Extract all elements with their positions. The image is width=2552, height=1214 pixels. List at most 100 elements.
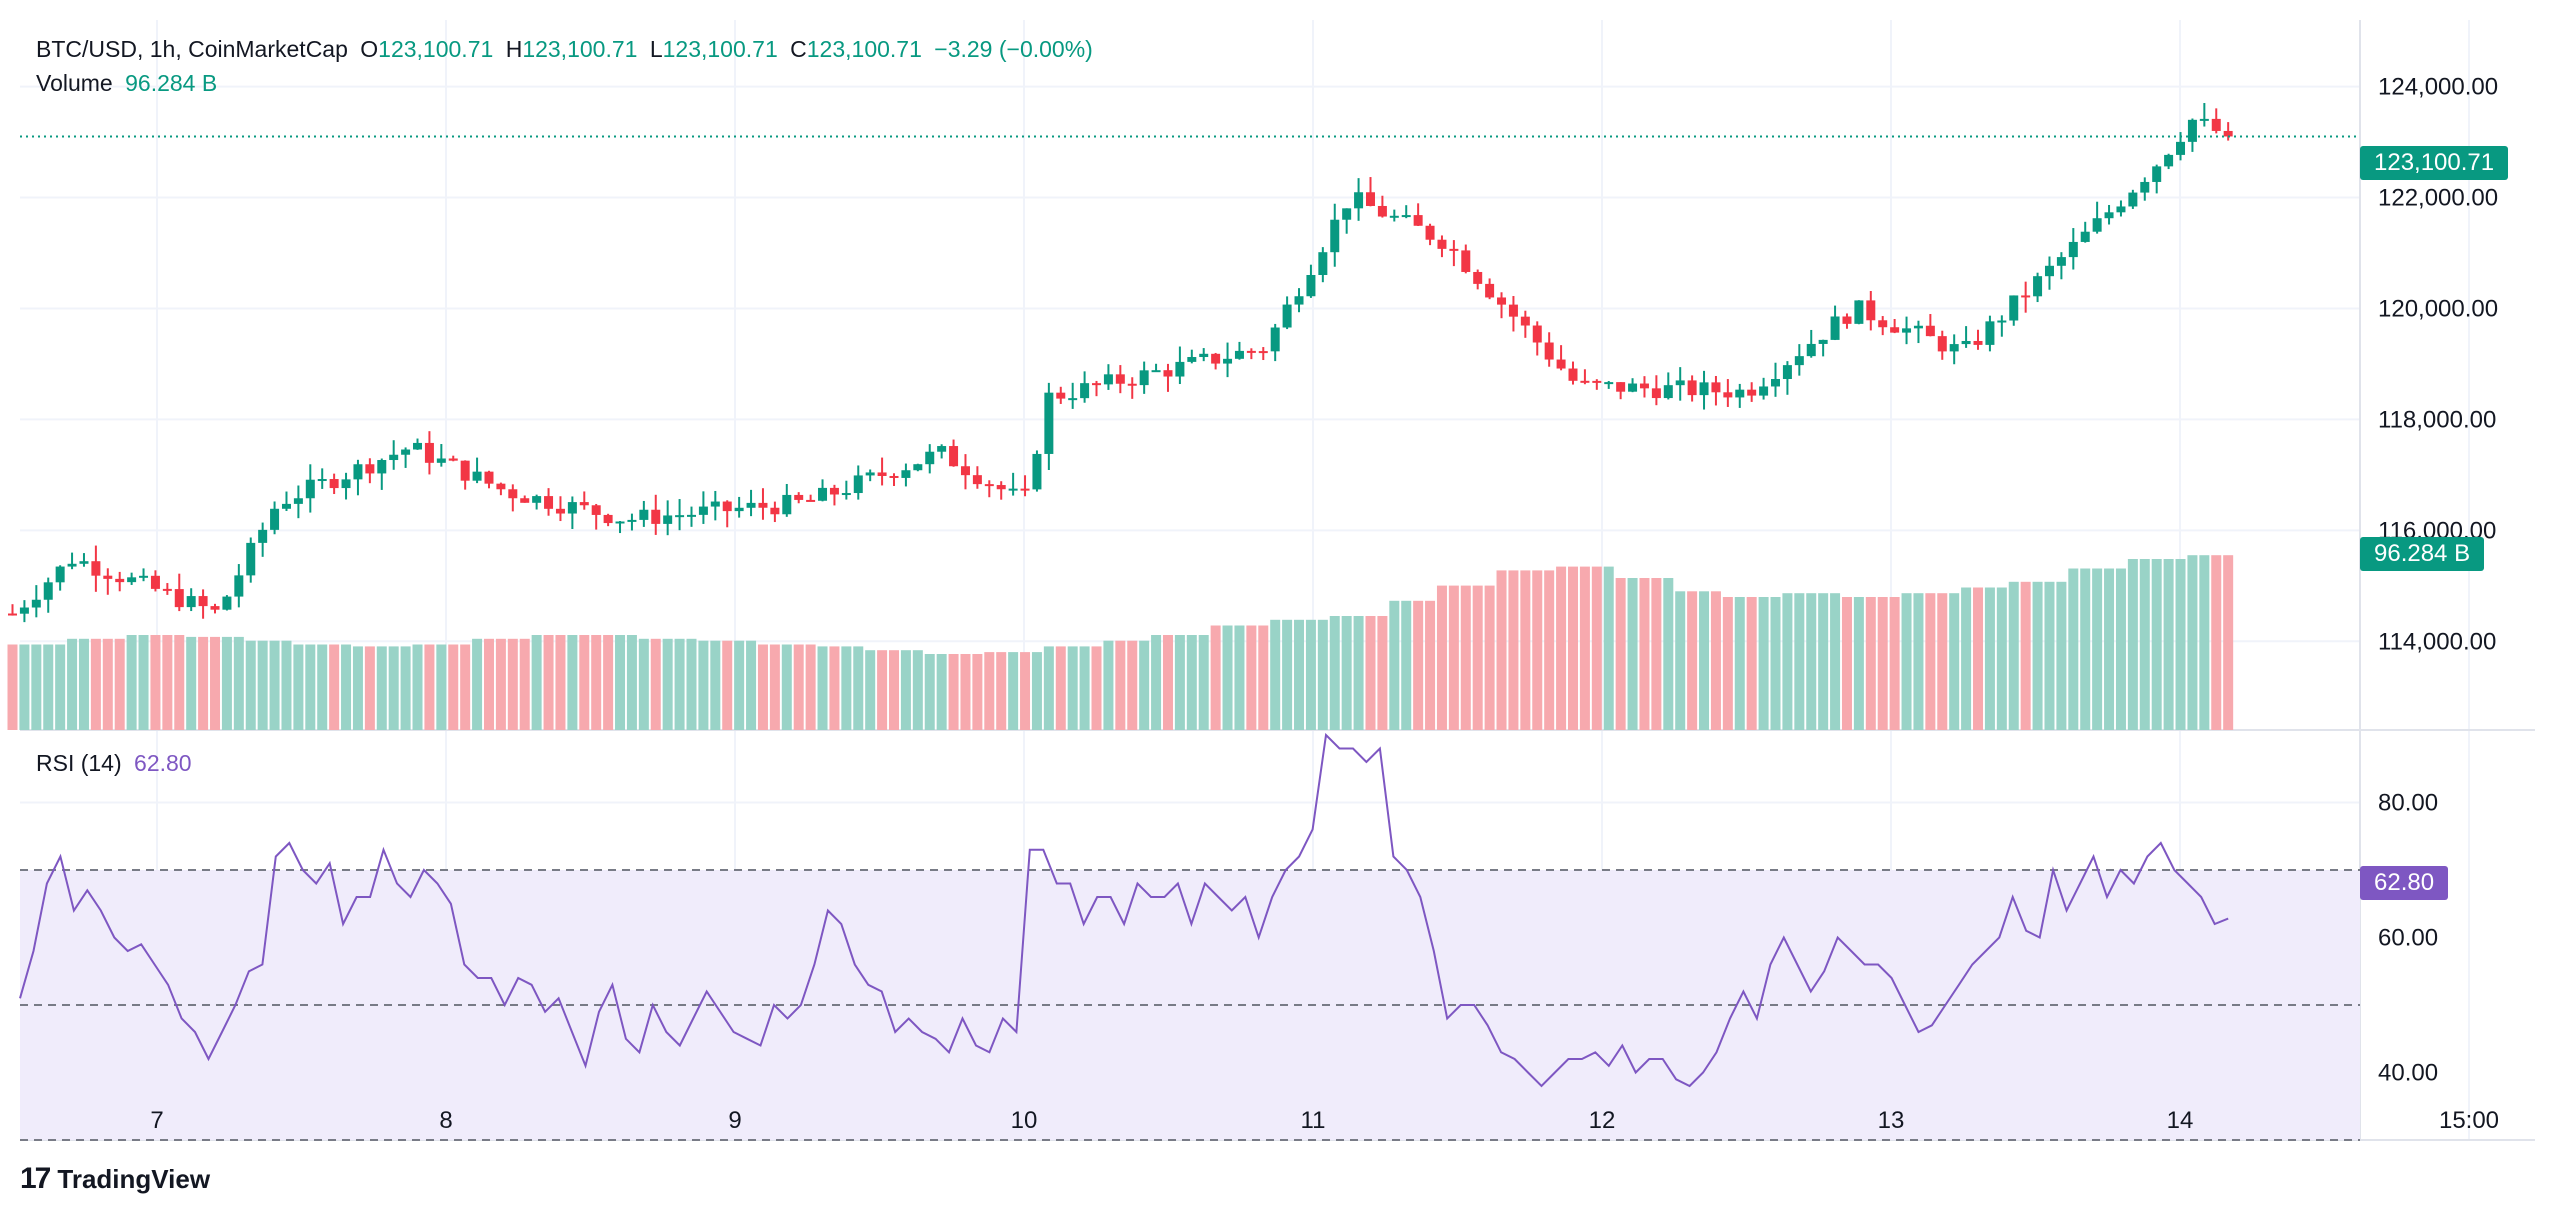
volume-bar <box>1020 652 1031 730</box>
candle-body <box>615 521 625 524</box>
candle-body <box>1163 370 1173 377</box>
rsi-label[interactable]: RSI (14) <box>36 750 122 776</box>
candle-body <box>401 449 411 455</box>
volume-bar <box>114 638 125 730</box>
volume-bar <box>2044 581 2055 730</box>
volume-bar <box>138 635 149 730</box>
candle-body <box>1258 351 1268 354</box>
volume-bar <box>78 638 89 730</box>
candle-body <box>1199 353 1209 358</box>
volume-bar <box>460 644 471 730</box>
volume-bar <box>1603 566 1614 730</box>
volume-bar <box>1984 587 1995 730</box>
volume-bar <box>567 635 578 730</box>
volume-bar <box>650 638 661 730</box>
candle-body <box>1008 488 1018 491</box>
volume-bar <box>531 635 542 730</box>
volume-bar <box>305 644 316 730</box>
volume-bar <box>889 650 900 730</box>
candle-body <box>1044 392 1054 454</box>
volume-bar <box>2211 555 2222 730</box>
candle-body <box>2092 218 2102 232</box>
candle-body <box>103 575 113 579</box>
volume-bar <box>90 638 101 730</box>
candle-body <box>698 506 708 515</box>
volume-bar <box>150 635 161 730</box>
volume-bar <box>1508 570 1519 730</box>
volume-bar <box>1877 597 1888 730</box>
volume-bar <box>1806 593 1817 730</box>
candle-body <box>1842 316 1852 324</box>
volume-bar <box>615 635 626 730</box>
candle-body <box>1890 327 1900 333</box>
candle-body <box>1580 380 1590 383</box>
volume-label[interactable]: Volume <box>36 70 113 96</box>
volume-bar <box>412 644 423 730</box>
candle-body <box>258 529 268 543</box>
volume-bar <box>1031 652 1042 730</box>
volume-bar <box>1246 625 1257 730</box>
candlestick-series <box>8 103 2360 623</box>
volume-bar <box>936 654 947 730</box>
candle-body <box>734 507 744 512</box>
candle-body <box>591 505 601 515</box>
candle-body <box>1377 205 1387 217</box>
volume-bar <box>710 640 721 730</box>
volume-bar <box>1520 570 1531 730</box>
volume-bar <box>1294 619 1305 730</box>
volume-bar <box>1079 646 1090 730</box>
candle-body <box>67 563 77 567</box>
candle-body <box>2104 212 2114 219</box>
candle-body <box>1997 320 2007 323</box>
candle-body <box>818 487 828 501</box>
volume-bar <box>853 646 864 730</box>
volume-bar <box>841 646 852 730</box>
low-value: 123,100.71 <box>662 36 778 62</box>
candle-body <box>877 472 887 476</box>
volume-bar <box>591 635 602 730</box>
volume-bar <box>19 644 30 730</box>
candle-body <box>996 485 1006 490</box>
volume-bar <box>317 644 328 730</box>
volume-bar <box>1008 652 1019 730</box>
candle-body <box>710 501 720 507</box>
volume-bar <box>376 646 387 730</box>
axes: 114,000.00116,000.00118,000.00120,000.00… <box>150 74 2499 1134</box>
volume-bar <box>1973 587 1984 730</box>
candle-body <box>960 466 970 476</box>
symbol-label[interactable]: BTC/USD, 1h, CoinMarketCap <box>36 36 348 62</box>
candle-body <box>1925 325 1935 337</box>
volume-bar <box>388 646 399 730</box>
candle-body <box>1294 296 1304 305</box>
candle-body <box>806 499 816 502</box>
candle-body <box>1187 357 1197 362</box>
volume-bar <box>1341 616 1352 730</box>
volume-bar <box>1472 585 1483 730</box>
candle-body <box>722 501 732 512</box>
volume-bar <box>1222 625 1233 730</box>
candle-body <box>1699 382 1709 396</box>
tradingview-name: TradingView <box>57 1163 211 1194</box>
candle-body <box>389 454 399 461</box>
candle-body <box>1508 304 1518 317</box>
time-tick-label: 15:00 <box>2439 1107 2499 1134</box>
volume-bar <box>400 646 411 730</box>
candle-body <box>1878 320 1888 328</box>
volume-bar <box>210 636 221 730</box>
volume-bar <box>1794 593 1805 730</box>
volume-bar <box>757 644 768 730</box>
open-label: O <box>360 36 379 62</box>
tradingview-watermark[interactable]: 17 TradingView <box>20 1162 210 1196</box>
candle-body <box>1092 383 1102 386</box>
volume-bar <box>1579 566 1590 730</box>
time-tick-label: 11 <box>1301 1107 1326 1134</box>
candle-body <box>460 460 470 481</box>
volume-bar <box>769 644 780 730</box>
candle-body <box>1651 388 1661 399</box>
volume-bar <box>1865 597 1876 730</box>
candle-body <box>1306 275 1316 297</box>
volume-bar <box>1913 593 1924 730</box>
volume-bar <box>1830 593 1841 730</box>
volume-bar <box>102 638 113 730</box>
